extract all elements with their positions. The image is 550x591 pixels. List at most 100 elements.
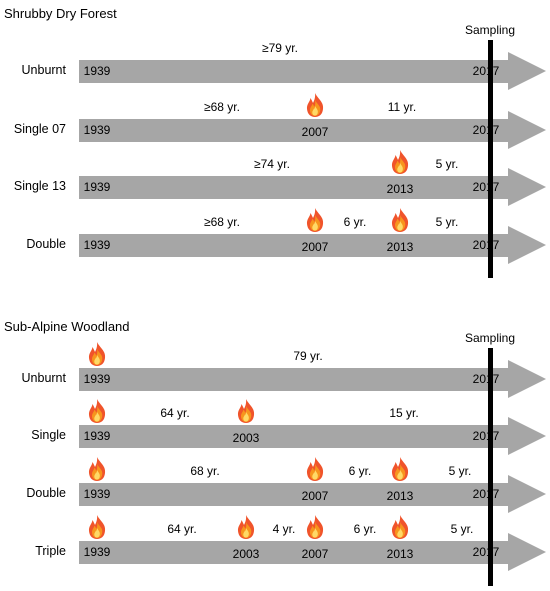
timeline-arrow-head: [508, 52, 546, 90]
row-label: Unburnt: [21, 63, 66, 77]
start-year-label: 1939: [83, 429, 111, 443]
fire-icon-graphic: [88, 342, 106, 366]
sampling-label: Sampling: [465, 23, 516, 37]
end-year-label: 2017: [472, 429, 500, 443]
timeline-arrow-head: [508, 475, 546, 513]
fire-year-label: 2003: [232, 431, 260, 445]
fire-icon: [304, 514, 326, 540]
interval-label: 11 yr.: [387, 100, 417, 114]
timeline-arrow-head: [508, 417, 546, 455]
interval-label: 6 yr.: [348, 464, 372, 478]
timeline-arrow-shaft: [79, 425, 508, 448]
fire-year-label: 2007: [301, 547, 329, 561]
fire-icon: [304, 456, 326, 482]
row-label: Single: [31, 428, 66, 442]
fire-icon: [235, 514, 257, 540]
end-year-label: 2017: [472, 180, 500, 194]
start-year-label: 1939: [83, 64, 111, 78]
start-year-label: 1939: [83, 545, 111, 559]
timeline-arrow-shaft: [79, 234, 508, 257]
fire-icon-graphic: [306, 93, 324, 117]
sampling-line: [488, 40, 493, 278]
interval-label: 6 yr.: [343, 215, 367, 229]
timeline-arrow-shaft: [79, 60, 508, 83]
row-label: Single 13: [13, 179, 66, 193]
row-label: Single 07: [13, 122, 66, 136]
timeline-arrow-head: [508, 168, 546, 206]
start-year-label: 1939: [83, 238, 111, 252]
start-year-label: 1939: [83, 487, 111, 501]
fire-year-label: 2013: [386, 240, 414, 254]
row-label: Double: [26, 486, 66, 500]
fire-icon: [86, 514, 108, 540]
panel-title: Shrubby Dry Forest: [4, 6, 117, 21]
timeline-arrow-head: [508, 226, 546, 264]
row-label: Double: [26, 237, 66, 251]
interval-label: 79 yr.: [293, 349, 323, 363]
start-year-label: 1939: [83, 123, 111, 137]
interval-label: 64 yr.: [167, 522, 197, 536]
interval-label: 5 yr.: [450, 522, 474, 536]
fire-icon-graphic: [88, 515, 106, 539]
timeline-arrow-shaft: [79, 368, 508, 391]
interval-label: 6 yr.: [353, 522, 377, 536]
sampling-line: [488, 348, 493, 586]
interval-label: ≥68 yr.: [204, 215, 240, 229]
fire-icon-graphic: [391, 515, 409, 539]
interval-label: 4 yr.: [272, 522, 296, 536]
timeline-arrow-shaft: [79, 541, 508, 564]
timeline-arrow-shaft: [79, 119, 508, 142]
end-year-label: 2017: [472, 64, 500, 78]
interval-label: 64 yr.: [160, 406, 190, 420]
fire-icon: [86, 398, 108, 424]
fire-year-label: 2007: [301, 240, 329, 254]
fire-icon: [389, 456, 411, 482]
fire-year-label: 2013: [386, 489, 414, 503]
fire-icon: [389, 514, 411, 540]
fire-icon: [389, 149, 411, 175]
row-label: Triple: [35, 544, 66, 558]
fire-icon-graphic: [391, 150, 409, 174]
fire-icon: [389, 207, 411, 233]
interval-label: 5 yr.: [448, 464, 472, 478]
timeline-arrow-head: [508, 533, 546, 571]
fire-icon-graphic: [88, 399, 106, 423]
sampling-label: Sampling: [465, 331, 516, 345]
fire-icon: [86, 456, 108, 482]
interval-label: ≥74 yr.: [254, 157, 290, 171]
timeline-arrow-shaft: [79, 483, 508, 506]
interval-label: 15 yr.: [389, 406, 419, 420]
fire-icon-graphic: [306, 457, 324, 481]
end-year-label: 2017: [472, 123, 500, 137]
fire-icon: [86, 341, 108, 367]
end-year-label: 2017: [472, 487, 500, 501]
fire-icon-graphic: [306, 208, 324, 232]
fire-year-label: 2007: [301, 489, 329, 503]
fire-icon: [304, 207, 326, 233]
fire-icon-graphic: [237, 515, 255, 539]
fire-year-label: 2007: [301, 125, 329, 139]
fire-year-label: 2003: [232, 547, 260, 561]
interval-label: 5 yr.: [435, 157, 459, 171]
fire-icon-graphic: [391, 208, 409, 232]
interval-label: ≥79 yr.: [262, 41, 298, 55]
fire-icon-graphic: [391, 457, 409, 481]
fire-year-label: 2013: [386, 182, 414, 196]
fire-icon: [235, 398, 257, 424]
end-year-label: 2017: [472, 545, 500, 559]
timeline-arrow-shaft: [79, 176, 508, 199]
start-year-label: 1939: [83, 180, 111, 194]
end-year-label: 2017: [472, 238, 500, 252]
fire-icon-graphic: [88, 457, 106, 481]
end-year-label: 2017: [472, 372, 500, 386]
fire-icon-graphic: [306, 515, 324, 539]
fire-icon: [304, 92, 326, 118]
panel-title: Sub-Alpine Woodland: [4, 319, 130, 334]
row-label: Unburnt: [21, 371, 66, 385]
fire-year-label: 2013: [386, 547, 414, 561]
timeline-arrow-head: [508, 111, 546, 149]
start-year-label: 1939: [83, 372, 111, 386]
interval-label: 5 yr.: [435, 215, 459, 229]
interval-label: 68 yr.: [190, 464, 220, 478]
interval-label: ≥68 yr.: [204, 100, 240, 114]
